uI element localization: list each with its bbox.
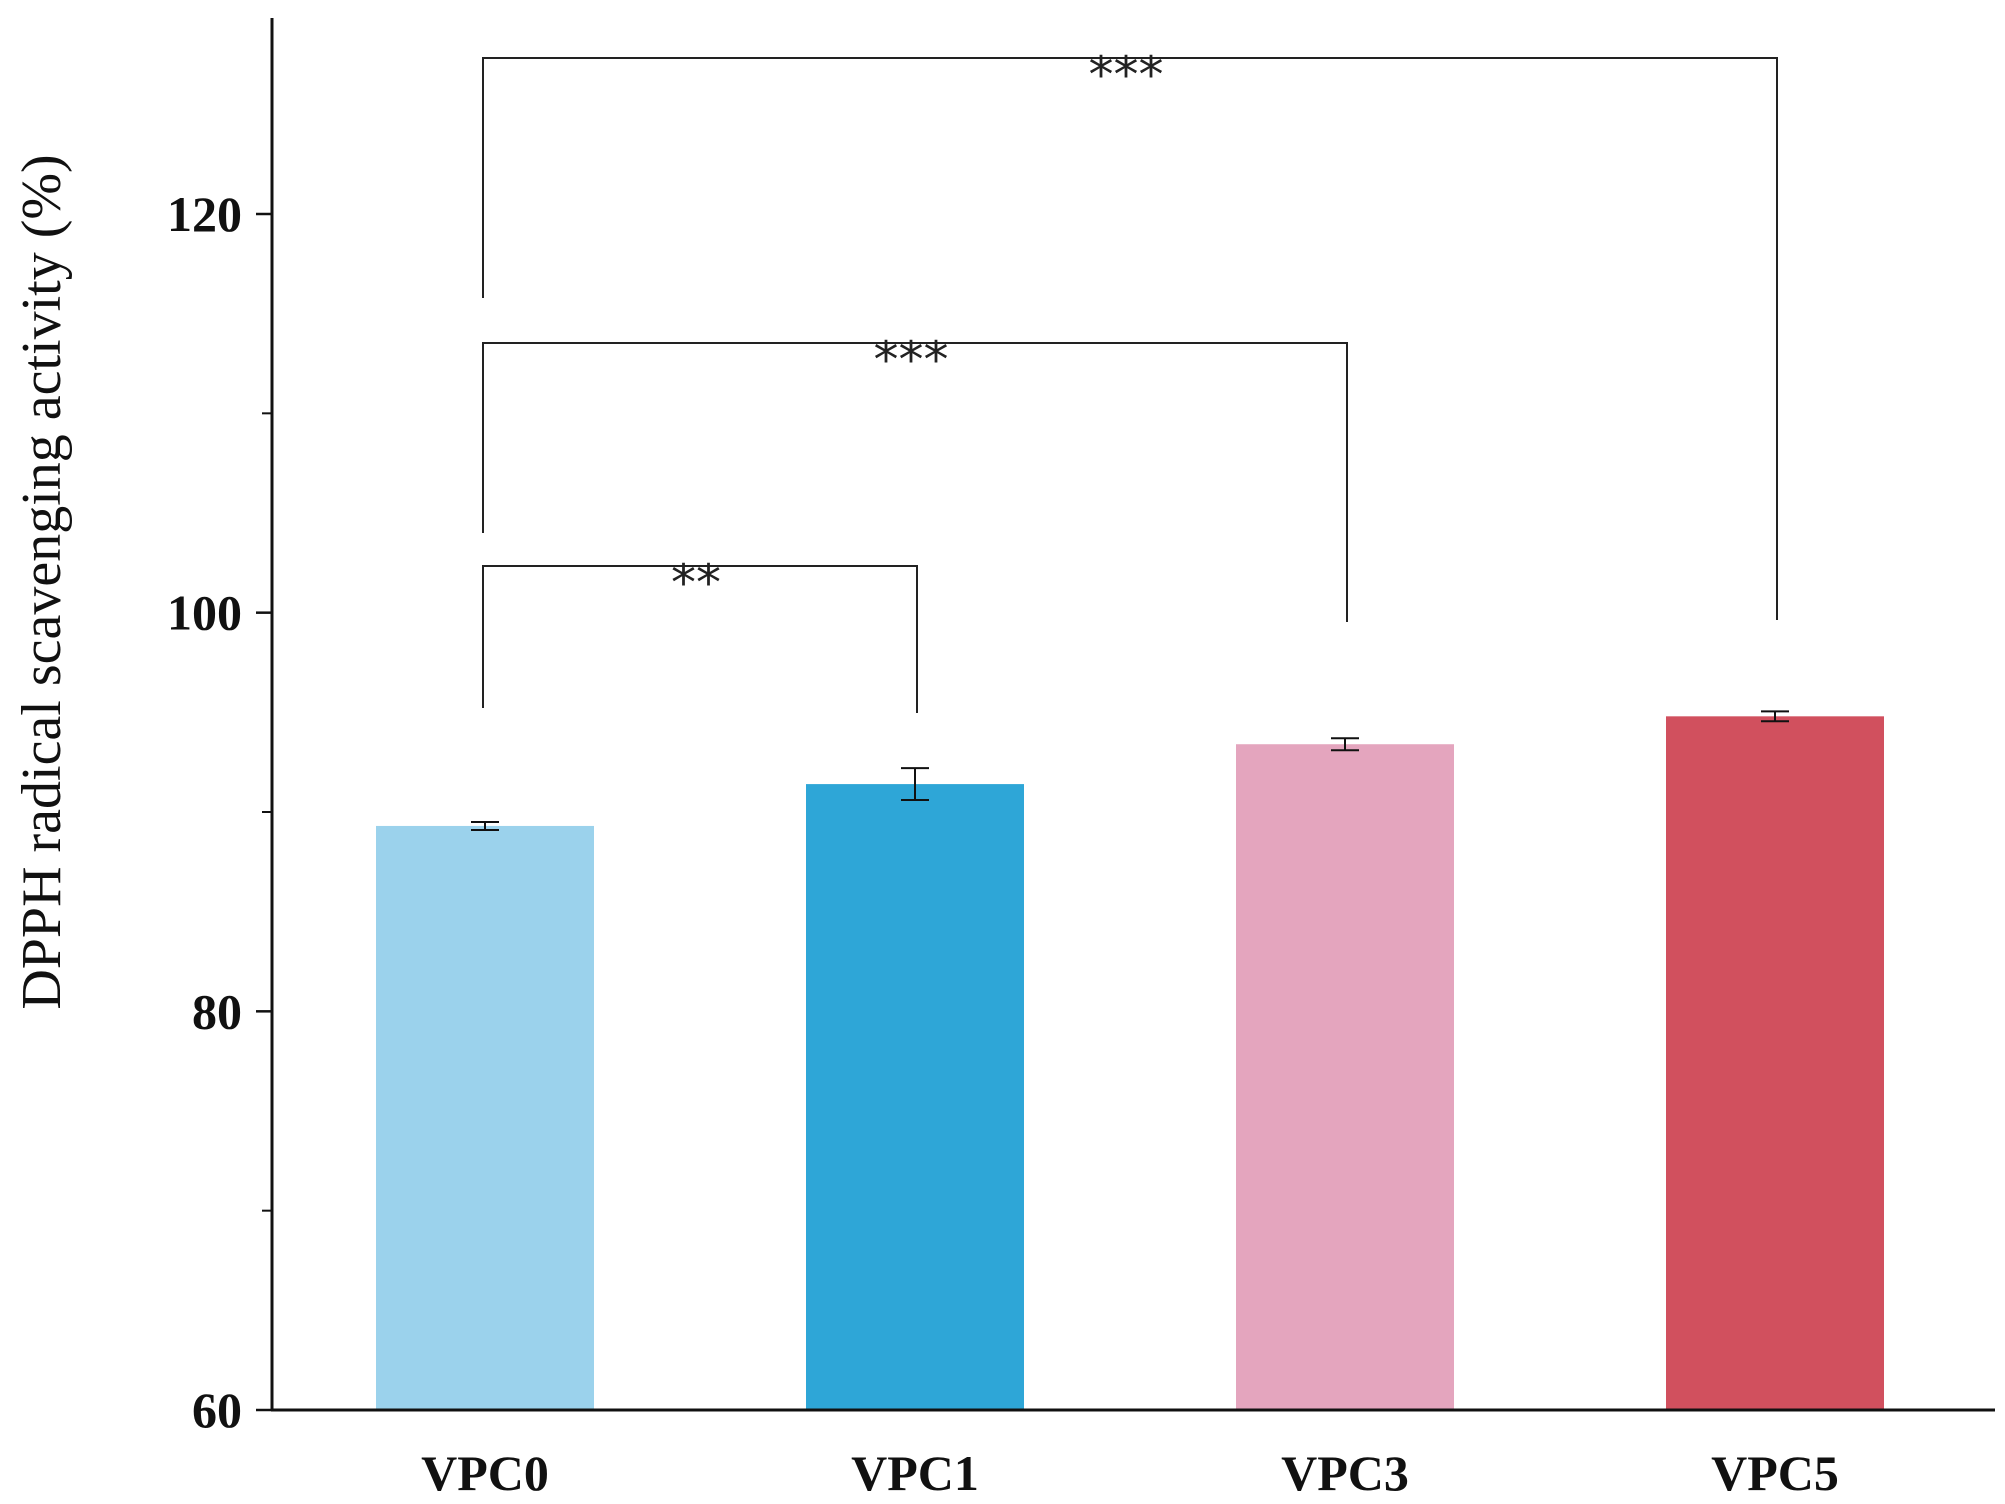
- bracket-line: [482, 57, 1778, 620]
- x-tick-label-vpc5: VPC5: [1711, 1445, 1839, 1501]
- y-ticks-layer: 60 80 100 120: [167, 186, 272, 1438]
- error-bar-vpc5: [1761, 710, 1789, 723]
- y-tick-label: 100: [167, 585, 242, 641]
- significance-bracket-vpc0-vpc1: [482, 565, 918, 713]
- bracket-line: [482, 565, 918, 713]
- bar-vpc3: [1236, 744, 1454, 1410]
- significance-label: **: [671, 554, 721, 612]
- significance-label: ***: [874, 331, 949, 389]
- significance-bracket-vpc0-vpc5: [482, 57, 1778, 620]
- bars-layer: [376, 716, 1884, 1410]
- significance-label: ***: [1089, 46, 1164, 104]
- significance-bracket-vpc0-vpc3: [482, 342, 1348, 622]
- x-tick-label-vpc3: VPC3: [1281, 1445, 1409, 1501]
- y-axis-label: DPPH radical scavenging activity (%): [11, 154, 73, 1009]
- error-bars-layer: [471, 710, 1789, 831]
- bracket-line: [482, 342, 1348, 622]
- y-tick-label: 60: [192, 1382, 242, 1438]
- bar-vpc5: [1666, 716, 1884, 1410]
- error-bar-vpc3: [1331, 737, 1359, 752]
- bar-vpc1: [806, 784, 1024, 1410]
- error-bar-vpc1: [901, 767, 929, 802]
- x-ticks-layer: VPC0 VPC1 VPC3 VPC5: [421, 1445, 1839, 1501]
- x-tick-label-vpc1: VPC1: [851, 1445, 979, 1501]
- bar-vpc0: [376, 825, 594, 1410]
- x-tick-label-vpc0: VPC0: [421, 1445, 549, 1501]
- significance-layer: ********: [482, 46, 1778, 713]
- error-bar-vpc0: [471, 820, 499, 831]
- y-tick-label: 80: [192, 983, 242, 1039]
- axes-layer: [270, 18, 1995, 1412]
- y-tick-label: 120: [167, 186, 242, 242]
